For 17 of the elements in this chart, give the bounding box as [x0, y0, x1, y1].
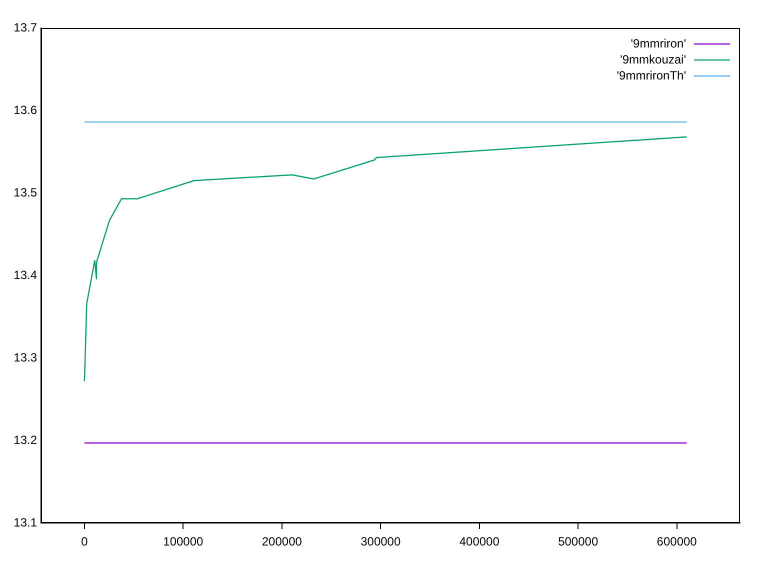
- x-tick-label: 600000: [656, 534, 698, 549]
- x-tick-label: 300000: [360, 534, 401, 549]
- y-tick-label: 13.5: [14, 185, 38, 200]
- x-tick-label: 100000: [163, 534, 204, 549]
- x-tick-label: 200000: [262, 534, 302, 549]
- legend-label: '9mmrironTh': [616, 68, 686, 82]
- x-tick-label: 400000: [459, 534, 500, 549]
- y-tick-label: 13.4: [14, 268, 38, 282]
- y-tick-label: 13.1: [14, 515, 38, 530]
- y-tick-label: 13.2: [14, 432, 38, 447]
- x-tick-label: 0: [81, 534, 88, 549]
- y-tick-label: 13.3: [14, 350, 38, 364]
- legend-label: '9mmriron': [630, 36, 686, 50]
- y-tick-label: 13.7: [14, 20, 38, 34]
- x-tick-label: 500000: [558, 534, 598, 549]
- legend-label: '9mmkouzai': [620, 52, 686, 66]
- y-tick-label: 13.6: [14, 102, 38, 117]
